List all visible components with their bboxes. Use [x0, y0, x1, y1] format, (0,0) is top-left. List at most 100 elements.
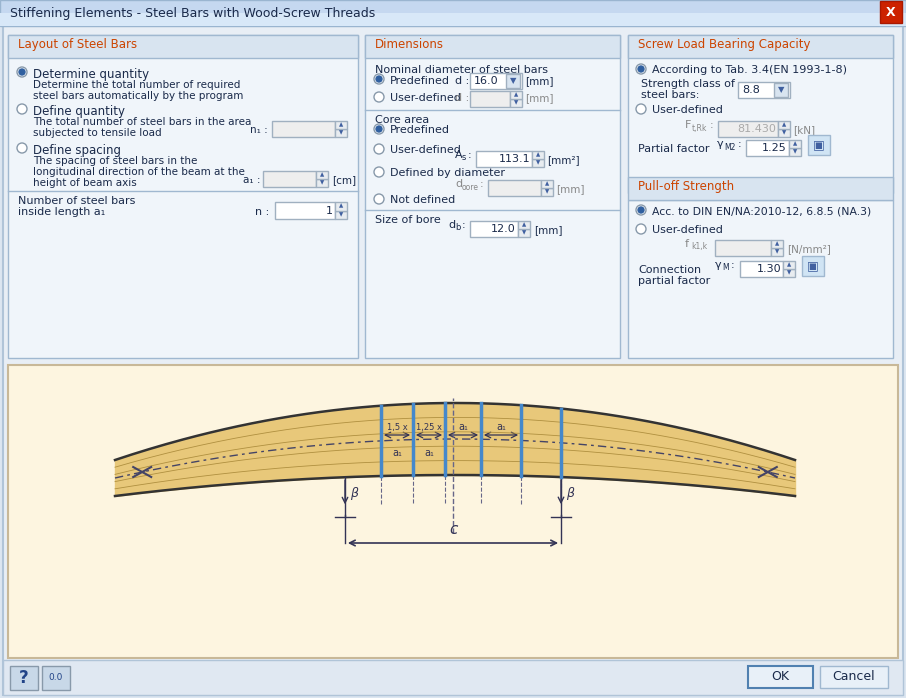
Circle shape — [17, 67, 27, 77]
Text: Define spacing: Define spacing — [33, 144, 121, 157]
Text: Stiffening Elements - Steel Bars with Wood-Screw Threads: Stiffening Elements - Steel Bars with Wo… — [10, 7, 375, 20]
Bar — [8, 35, 358, 358]
Circle shape — [374, 144, 384, 154]
Bar — [476, 151, 532, 167]
Text: :: : — [480, 179, 484, 189]
Circle shape — [636, 224, 646, 234]
Text: [N/mm²]: [N/mm²] — [787, 244, 831, 254]
Text: ▲: ▲ — [545, 181, 549, 186]
Text: c: c — [448, 522, 458, 537]
Circle shape — [374, 194, 384, 204]
Bar — [802, 256, 824, 276]
Bar — [738, 82, 790, 98]
Text: 113.1: 113.1 — [498, 154, 530, 164]
Bar — [746, 140, 789, 156]
Bar — [771, 248, 783, 256]
Text: ▼: ▼ — [777, 85, 785, 94]
Text: M: M — [722, 264, 728, 272]
Text: OK: OK — [771, 671, 789, 683]
Bar — [470, 221, 518, 237]
Text: Defined by diameter: Defined by diameter — [390, 168, 505, 178]
Text: F: F — [685, 120, 691, 130]
Text: User-defined: User-defined — [390, 93, 461, 103]
Text: According to Tab. 3.4(EN 1993-1-8): According to Tab. 3.4(EN 1993-1-8) — [652, 65, 847, 75]
Text: Layout of Steel Bars: Layout of Steel Bars — [18, 38, 137, 51]
Circle shape — [376, 76, 382, 82]
Bar — [532, 159, 544, 167]
Circle shape — [374, 167, 384, 177]
Text: Core area: Core area — [375, 115, 429, 125]
Text: ▼: ▼ — [514, 101, 518, 105]
Text: Not defined: Not defined — [390, 195, 455, 205]
Text: Predefined: Predefined — [390, 76, 450, 86]
Text: [mm]: [mm] — [525, 93, 554, 103]
Text: 1: 1 — [326, 205, 333, 216]
Bar — [740, 261, 783, 277]
Text: b: b — [455, 223, 460, 232]
Text: ▲: ▲ — [514, 93, 518, 98]
Bar — [0, 13, 906, 26]
Text: 1.25: 1.25 — [762, 143, 787, 153]
Text: β: β — [350, 487, 358, 500]
Bar — [275, 202, 335, 219]
Text: subjected to tensile load: subjected to tensile load — [33, 128, 161, 138]
Bar — [488, 180, 541, 196]
Circle shape — [17, 104, 27, 114]
Text: ▲: ▲ — [522, 223, 526, 228]
Text: steel bars:: steel bars: — [641, 90, 699, 100]
Text: ▼: ▼ — [522, 230, 526, 235]
Text: User-defined: User-defined — [652, 105, 723, 115]
Bar — [628, 200, 893, 358]
Bar — [365, 35, 620, 58]
Text: Nominal diameter of steel bars: Nominal diameter of steel bars — [375, 65, 548, 75]
Text: User-defined: User-defined — [652, 225, 723, 235]
Text: ▼: ▼ — [782, 131, 786, 135]
Text: a₁: a₁ — [392, 448, 402, 458]
Text: a₁: a₁ — [458, 422, 467, 432]
Bar — [628, 177, 893, 200]
Text: ▼: ▼ — [339, 131, 343, 135]
Bar — [518, 229, 530, 237]
Text: [mm²]: [mm²] — [547, 155, 580, 165]
Circle shape — [376, 126, 382, 132]
Bar — [518, 221, 530, 229]
Text: 16.0: 16.0 — [474, 76, 498, 86]
Text: oore: oore — [462, 182, 479, 191]
Text: partial factor: partial factor — [638, 276, 710, 286]
Text: :: : — [710, 120, 714, 130]
Text: ▼: ▼ — [775, 249, 779, 255]
Bar — [783, 269, 795, 277]
Text: ▼: ▼ — [793, 149, 797, 154]
Text: [kN]: [kN] — [793, 125, 815, 135]
Bar — [789, 140, 801, 148]
Bar — [470, 73, 522, 89]
Bar — [771, 240, 783, 248]
Text: d :: d : — [455, 76, 469, 86]
Circle shape — [638, 66, 644, 72]
Text: 1,5 x: 1,5 x — [387, 423, 408, 432]
Text: [cm]: [cm] — [332, 175, 356, 185]
Text: inside length a₁: inside length a₁ — [18, 207, 105, 217]
Text: 0.0: 0.0 — [49, 674, 63, 683]
Bar — [532, 151, 544, 159]
Text: 1.30: 1.30 — [757, 264, 781, 274]
Bar — [748, 666, 813, 688]
Circle shape — [374, 92, 384, 102]
Circle shape — [374, 124, 384, 134]
Text: ▲: ▲ — [782, 123, 786, 128]
Text: γ: γ — [715, 260, 721, 270]
Text: d: d — [455, 179, 462, 189]
Text: β: β — [566, 487, 574, 500]
Text: Cancel: Cancel — [833, 671, 875, 683]
Text: d :: d : — [455, 93, 469, 103]
Text: ▲: ▲ — [793, 142, 797, 147]
Text: t,Rk: t,Rk — [692, 124, 708, 133]
Text: The spacing of steel bars in the: The spacing of steel bars in the — [33, 156, 198, 166]
Bar — [820, 666, 888, 688]
Text: Number of steel bars: Number of steel bars — [18, 196, 135, 206]
Text: ▣: ▣ — [807, 260, 819, 272]
Text: User-defined: User-defined — [390, 145, 461, 155]
Text: Acc. to DIN EN/NA:2010-12, 6.8.5 (NA.3): Acc. to DIN EN/NA:2010-12, 6.8.5 (NA.3) — [652, 206, 872, 216]
Text: 1,25 x: 1,25 x — [416, 423, 442, 432]
Bar — [628, 35, 893, 193]
